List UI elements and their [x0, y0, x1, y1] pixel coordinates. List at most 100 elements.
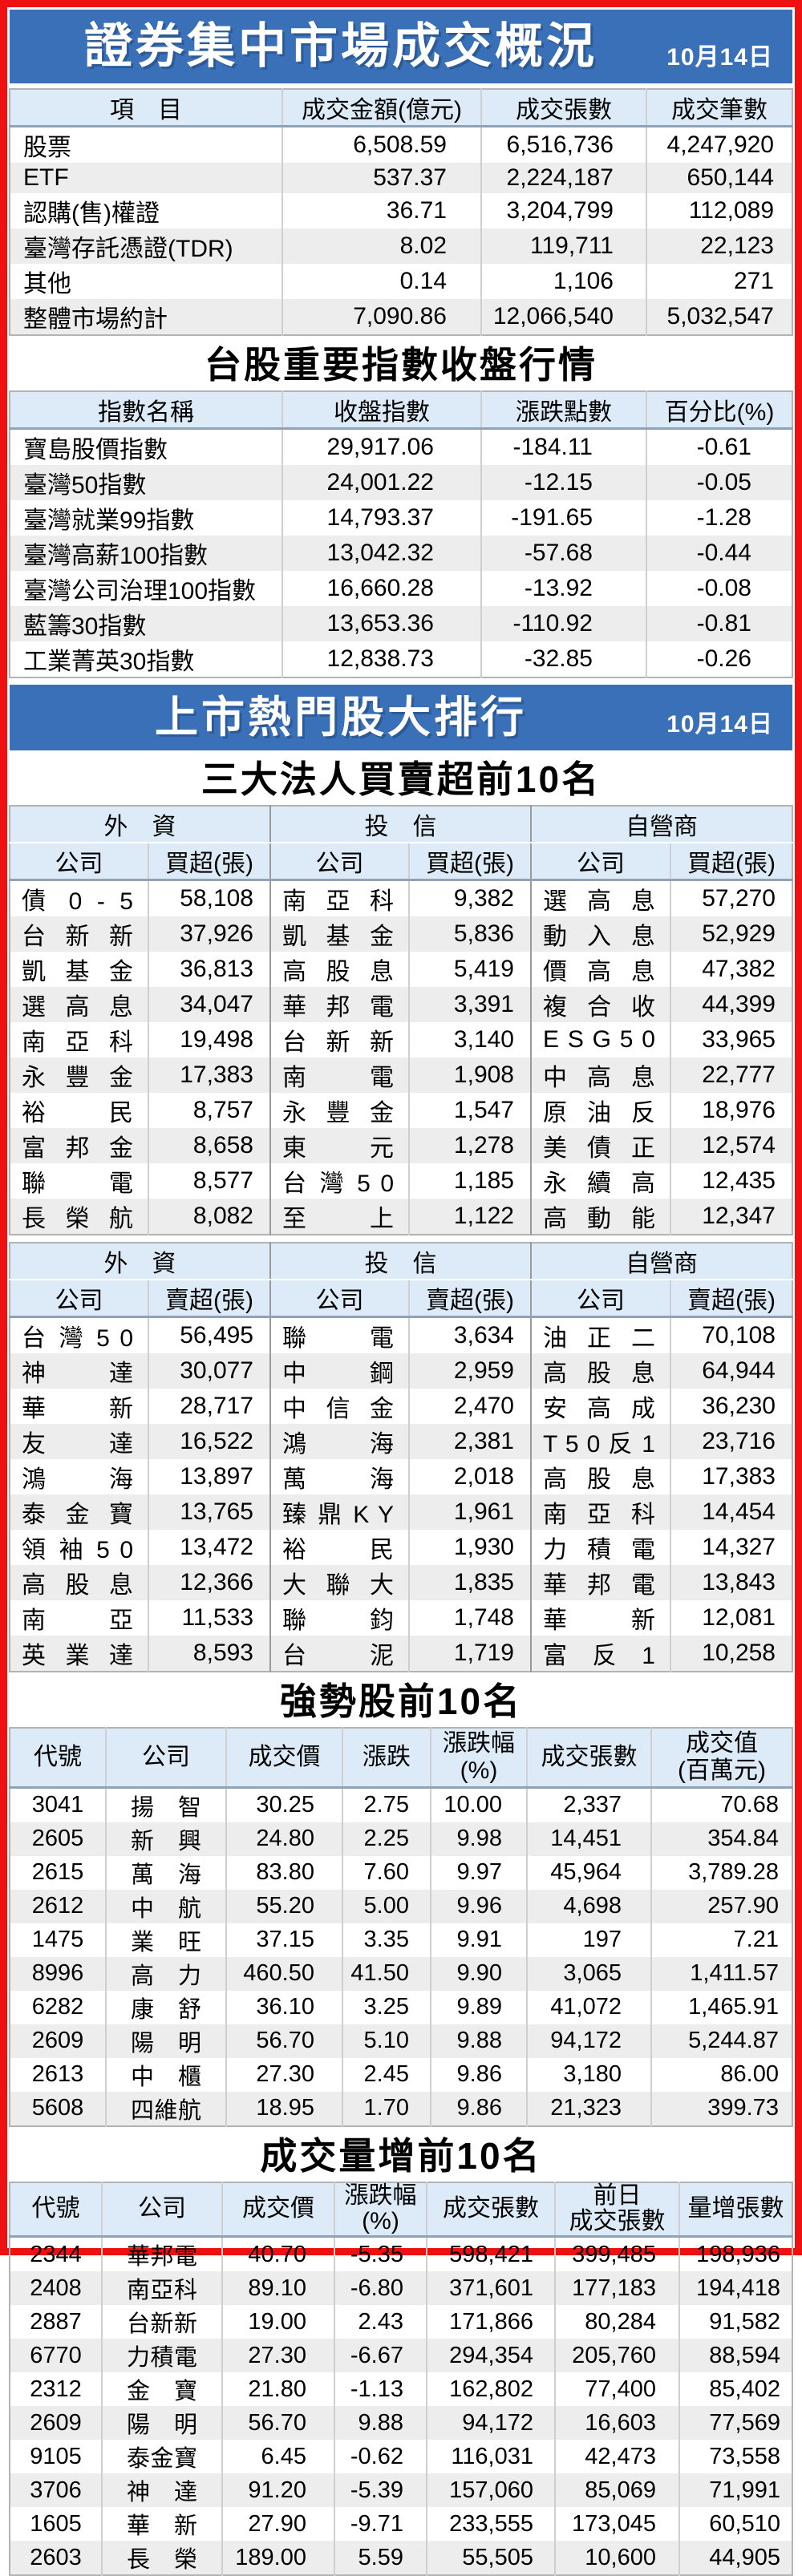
table-cell: 27.30 [222, 2339, 334, 2372]
table-cell: 9.97 [431, 1856, 527, 1890]
column-header-buy: 買超(張) [409, 843, 531, 880]
table-cell: 2,381 [409, 1424, 531, 1459]
table-cell: 藍籌30指數 [10, 606, 282, 641]
group-header-dealer: 自營商 [531, 1243, 792, 1280]
table-cell: 13,843 [670, 1565, 792, 1600]
table-cell: 41,072 [527, 1991, 651, 2024]
table-cell: 高力 [106, 1957, 226, 1991]
table-cell: 台 新 新 [10, 916, 148, 952]
table-cell: 1,122 [409, 1199, 531, 1235]
table-cell: 16,660.28 [282, 571, 481, 606]
table-cell: 裕 民 [270, 1530, 409, 1565]
table-cell: 14,451 [527, 1822, 651, 1856]
strong-stocks-table: 代號 公司 成交價 漲跌 漲跌幅 (%) 成交張數 成交值 (百萬元) 3041… [9, 1727, 793, 2127]
table-cell: 華新 [102, 2507, 222, 2541]
table-cell: 1,185 [409, 1163, 531, 1199]
table-cell: 85,402 [679, 2372, 792, 2406]
table-cell: 中 鋼 [270, 1353, 409, 1389]
institutional-section-title: 三大法人買賣超前10名 [7, 758, 795, 800]
table-cell: 16,603 [555, 2406, 679, 2440]
table-cell: 陽明 [102, 2406, 222, 2440]
table-cell: 2613 [10, 2058, 106, 2092]
table-cell: 英 業 達 [10, 1636, 148, 1672]
table-cell: 399.73 [651, 2092, 792, 2126]
table-cell: 354.84 [651, 1822, 792, 1856]
table-cell: 2.43 [334, 2305, 427, 2339]
column-header-price: 成交價 [226, 1728, 342, 1787]
group-header-trust: 投 信 [270, 1243, 531, 1280]
table-cell: 10,600 [555, 2541, 679, 2575]
table-cell: 泰 金 寶 [10, 1494, 148, 1530]
table-cell: 9.88 [431, 2024, 527, 2058]
table-cell: 12,435 [670, 1163, 792, 1199]
column-header-company: 公司 [10, 1280, 148, 1317]
table-cell: 58,108 [148, 880, 270, 917]
group-header-foreign: 外 資 [10, 1243, 270, 1280]
table-cell: 3,180 [527, 2058, 651, 2092]
table-cell: 1,748 [409, 1600, 531, 1636]
table-cell: 2,224,187 [481, 163, 646, 193]
table-cell: 13,042.32 [282, 536, 481, 571]
table-cell: 89.10 [222, 2271, 334, 2305]
table-cell: 86.00 [651, 2058, 792, 2092]
table-cell: 73,558 [679, 2440, 792, 2473]
institutional-buy-table: 外 資 投 信 自營商 公司 買超(張) 公司 買超(張) 公司 買超(張) 債… [9, 805, 793, 1235]
table-cell: 8,082 [148, 1199, 270, 1235]
table-cell: 5608 [10, 2092, 106, 2126]
table-cell: 13,653.36 [282, 606, 481, 641]
column-header-vol-inc: 量增張數 [679, 2182, 792, 2237]
table-cell: 3,634 [409, 1317, 531, 1354]
table-cell: -57.68 [481, 536, 646, 571]
table-cell: 11,533 [148, 1600, 270, 1636]
column-header-code: 代號 [10, 1728, 106, 1787]
table-cell: 18,976 [670, 1093, 792, 1128]
group-header-trust: 投 信 [270, 806, 531, 843]
table-cell: 臺灣公司治理100指數 [10, 571, 282, 606]
table-cell: 12,066,540 [481, 299, 646, 335]
table-cell: 30,077 [148, 1353, 270, 1389]
table-cell: 9.96 [431, 1890, 527, 1923]
table-cell: 37,926 [148, 916, 270, 952]
table-cell: 1605 [10, 2507, 102, 2541]
table-cell: 8,593 [148, 1636, 270, 1672]
table-cell: 14,454 [670, 1494, 792, 1530]
table-cell: 認購(售)權證 [10, 193, 282, 228]
table-cell: 臺灣就業99指數 [10, 500, 282, 536]
table-cell: 長榮 [102, 2541, 222, 2575]
column-header-buy: 買超(張) [670, 843, 792, 880]
table-cell: 7.21 [651, 1923, 792, 1957]
table-cell: 30.25 [226, 1787, 342, 1822]
table-cell: 56.70 [226, 2024, 342, 2058]
table-cell: -184.11 [481, 429, 646, 466]
subheader-row: 公司 買超(張) 公司 買超(張) 公司 買超(張) [10, 843, 792, 880]
table-cell: 10,258 [670, 1636, 792, 1672]
table-cell: -32.85 [481, 641, 646, 677]
table-cell: 1,411.57 [651, 1957, 792, 1991]
column-header-company: 公司 [270, 1280, 409, 1317]
group-header-row: 外 資 投 信 自營商 [10, 806, 792, 843]
table-cell: 16,522 [148, 1424, 270, 1459]
table-cell: 台新新 [102, 2305, 222, 2339]
table-cell: 55.20 [226, 1890, 342, 1923]
subheader-row: 公司 賣超(張) 公司 賣超(張) 公司 賣超(張) [10, 1280, 792, 1317]
table-cell: 85,069 [555, 2473, 679, 2507]
table-cell: 華邦電 [102, 2237, 222, 2272]
table-cell: 9.86 [431, 2058, 527, 2092]
table-cell: 3.25 [342, 1991, 431, 2024]
table-cell: 選 高 息 [531, 880, 670, 917]
table-cell: 6770 [10, 2339, 102, 2372]
table-cell: 14,327 [670, 1530, 792, 1565]
